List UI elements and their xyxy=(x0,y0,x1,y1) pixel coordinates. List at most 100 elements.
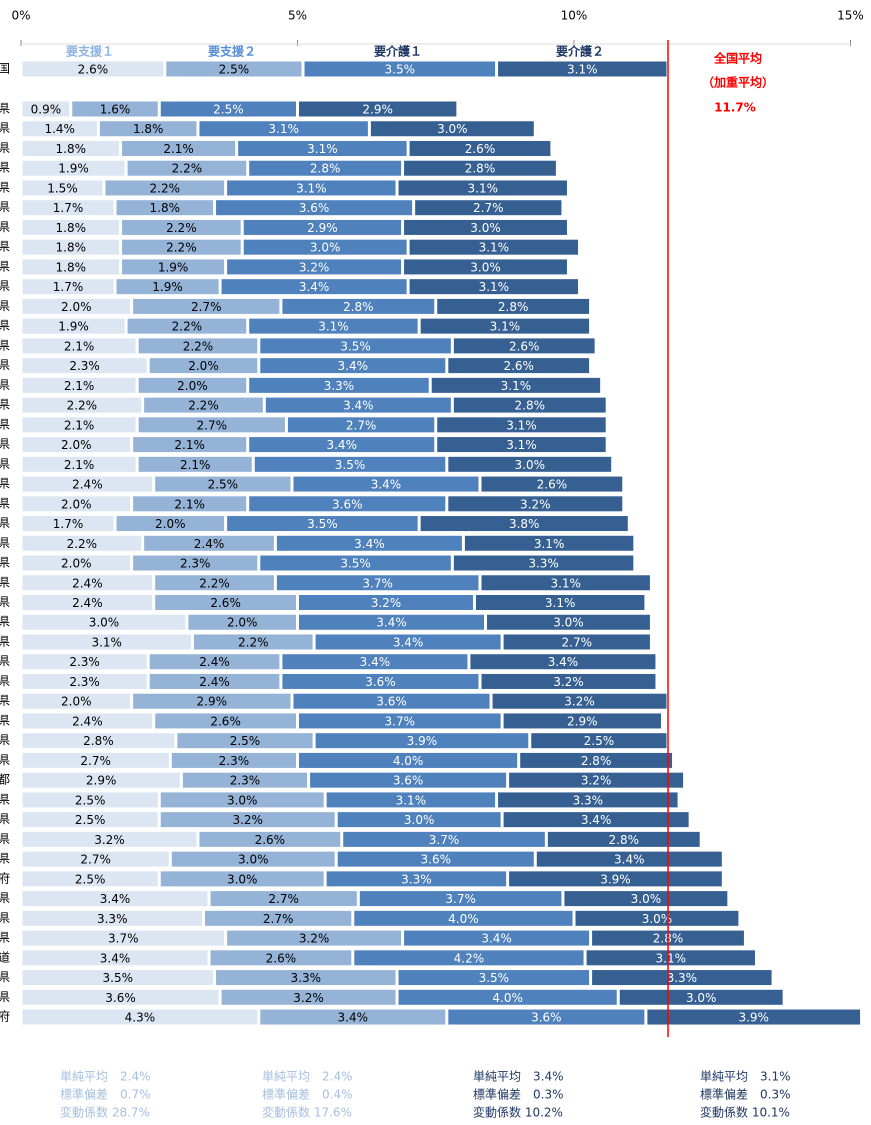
value-label: 3.1% xyxy=(534,537,565,551)
bar-segment xyxy=(398,970,590,986)
bar-segment xyxy=(398,989,617,1005)
stat-text: 標準偏差 0.3% xyxy=(473,1087,564,1102)
value-label: 1.8% xyxy=(56,260,87,274)
category-label: 県 xyxy=(0,615,10,629)
bar-segment xyxy=(22,259,120,275)
value-label: 2.4% xyxy=(72,596,103,610)
value-label: 3.4% xyxy=(581,813,612,827)
bar-segment xyxy=(243,219,402,235)
value-label: 3.1% xyxy=(307,142,338,156)
value-label: 3.4% xyxy=(100,951,131,965)
value-label: 2.1% xyxy=(64,379,95,393)
category-label: 県 xyxy=(0,674,10,688)
category-label: 県 xyxy=(0,753,10,767)
value-label: 2.1% xyxy=(64,458,95,472)
bar-segment xyxy=(155,476,291,492)
value-label: 2.8% xyxy=(465,162,496,176)
value-label: 3.4% xyxy=(371,478,402,492)
bar-segment xyxy=(22,121,97,137)
bar-segment xyxy=(22,140,120,156)
value-label: 1.8% xyxy=(133,122,164,136)
value-label: 4.0% xyxy=(393,754,424,768)
value-label: 2.4% xyxy=(72,576,103,590)
bar-segment xyxy=(133,693,291,709)
bar-segment xyxy=(409,140,551,156)
value-label: 2.0% xyxy=(177,379,208,393)
value-label: 3.1% xyxy=(501,379,532,393)
value-label: 2.0% xyxy=(227,616,258,630)
value-label: 2.6% xyxy=(210,596,241,610)
value-label: 1.7% xyxy=(53,517,84,531)
x-tick-label: 15% xyxy=(837,9,864,23)
bar-segment xyxy=(647,1009,861,1025)
value-label: 3.1% xyxy=(545,596,576,610)
stat-text: 変動係数 28.7% xyxy=(60,1105,150,1120)
bar-segment xyxy=(492,693,667,709)
bar-segment xyxy=(127,318,247,334)
stat-text: 単純平均 3.4% xyxy=(473,1070,564,1084)
value-label: 4.0% xyxy=(448,912,479,926)
category-label: 県 xyxy=(0,792,10,806)
bar-segment xyxy=(22,989,219,1005)
bar-segment xyxy=(498,61,667,77)
bar-segment xyxy=(210,950,352,966)
bar-segment xyxy=(22,160,125,176)
x-tick-label: 0% xyxy=(11,9,30,23)
value-label: 3.1% xyxy=(550,576,581,590)
bar-segment xyxy=(227,930,402,946)
bar-segment xyxy=(547,831,700,847)
value-label: 3.1% xyxy=(396,793,427,807)
value-label: 3.4% xyxy=(338,359,369,373)
bar-segment xyxy=(415,200,562,216)
category-label: 県 xyxy=(0,713,10,727)
bar-segment xyxy=(22,101,70,117)
value-label: 3.4% xyxy=(338,1011,369,1025)
value-label: 2.4% xyxy=(199,675,230,689)
value-label: 2.9% xyxy=(362,103,393,117)
value-label: 3.0% xyxy=(404,813,435,827)
bar-segment xyxy=(437,417,606,433)
bar-segment xyxy=(481,476,623,492)
bar-segment xyxy=(260,338,451,354)
bar-segment xyxy=(149,358,258,374)
value-label: 3.6% xyxy=(393,774,424,788)
bar-segment xyxy=(315,733,529,749)
bar-segment xyxy=(133,496,247,512)
category-label: 県 xyxy=(0,852,10,866)
category-label: 県 xyxy=(0,694,10,708)
value-label: 3.4% xyxy=(481,932,512,946)
bar-segment xyxy=(249,437,435,453)
value-label: 3.4% xyxy=(360,655,391,669)
bar-segment xyxy=(249,377,429,393)
value-label: 2.2% xyxy=(67,537,98,551)
value-label: 3.0% xyxy=(437,122,468,136)
value-label: 3.4% xyxy=(326,438,357,452)
value-label: 3.6% xyxy=(299,201,330,215)
value-label: 3.9% xyxy=(600,872,631,886)
bar-segment xyxy=(22,200,114,216)
value-label: 3.7% xyxy=(385,714,416,728)
value-label: 3.1% xyxy=(91,635,122,649)
stat-text: 単純平均 3.1% xyxy=(700,1070,791,1084)
bar-segment xyxy=(22,397,142,413)
value-label: 2.5% xyxy=(75,813,106,827)
bar-segment xyxy=(437,437,606,453)
bar-segment xyxy=(437,298,590,314)
value-label: 3.0% xyxy=(470,221,501,235)
value-label: 2.8% xyxy=(343,300,374,314)
bar-segment xyxy=(22,792,158,808)
category-label: 県 xyxy=(0,180,10,194)
bar-segment xyxy=(221,989,396,1005)
bar-segment xyxy=(138,417,285,433)
value-label: 3.5% xyxy=(340,339,371,353)
bar-segment xyxy=(464,535,634,551)
bar-segment xyxy=(22,733,175,749)
bar-segment xyxy=(199,121,368,137)
bar-segment xyxy=(22,516,114,532)
value-label: 3.2% xyxy=(94,833,125,847)
bar-segment xyxy=(138,377,247,393)
bar-segment xyxy=(22,575,153,591)
bar-segment xyxy=(531,733,667,749)
bar-segment xyxy=(249,160,402,176)
